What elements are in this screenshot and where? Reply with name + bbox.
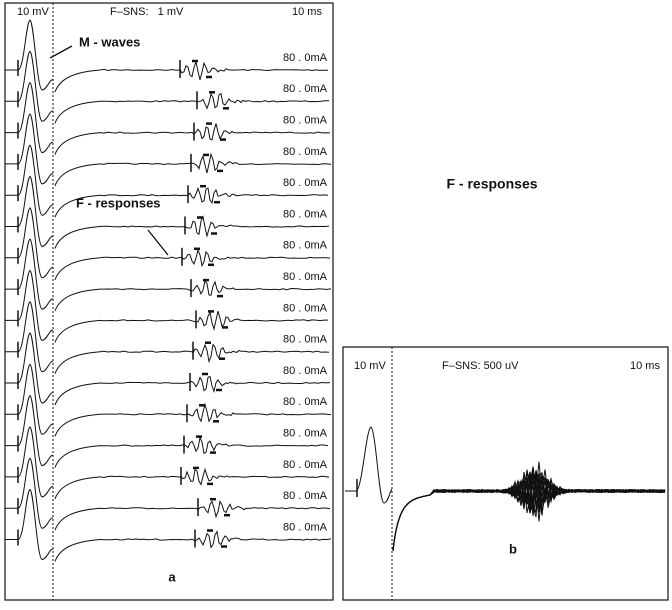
m-wave bbox=[5, 488, 54, 561]
panel-a-sweep: 10 ms bbox=[292, 6, 322, 18]
f-response-trace bbox=[54, 500, 331, 531]
panel-b-gain: 10 mV bbox=[354, 360, 386, 372]
stimulus-label: 80 . 0mA bbox=[283, 521, 328, 533]
f-response-trace bbox=[392, 461, 666, 552]
stimulus-label: 80 . 0mA bbox=[283, 208, 328, 220]
m-wave bbox=[5, 238, 54, 310]
m-wave bbox=[5, 113, 54, 185]
m-wave bbox=[5, 457, 54, 529]
m-wave bbox=[5, 82, 54, 154]
f-response-trace bbox=[54, 152, 332, 187]
m-wave bbox=[5, 269, 54, 341]
m-wave bbox=[5, 175, 54, 248]
stimulus-label: 80 . 0mA bbox=[283, 490, 328, 502]
m-wave bbox=[5, 363, 54, 435]
panel-b-frame bbox=[342, 346, 669, 601]
m-wave bbox=[5, 19, 54, 91]
panel-a-sensitivity: F–SNS: 1 mV bbox=[110, 6, 184, 18]
f-response-trace bbox=[54, 530, 332, 562]
f-response-trace bbox=[54, 435, 329, 468]
panel-a-label: a bbox=[168, 569, 176, 584]
stimulus-label: 80 . 0mA bbox=[283, 365, 328, 377]
stimulus-label: 80 . 0mA bbox=[283, 302, 328, 314]
f-response-trace bbox=[392, 472, 665, 552]
panel-a-gain: 10 mV bbox=[17, 6, 49, 18]
f-response-trace bbox=[54, 59, 328, 93]
stimulus-label: 80 . 0mA bbox=[283, 115, 328, 127]
f-response-trace bbox=[54, 186, 329, 218]
m-wave bbox=[5, 426, 54, 498]
f-response-trace bbox=[54, 343, 330, 374]
panel-b-sweep: 10 ms bbox=[630, 360, 660, 372]
f-response-trace bbox=[54, 467, 330, 500]
m-wave bbox=[5, 332, 54, 404]
f-responses-label: F - responses bbox=[76, 195, 161, 210]
stimulus-label: 80 . 0mA bbox=[283, 396, 328, 408]
f-response-trace bbox=[54, 248, 331, 280]
m-wave bbox=[5, 50, 54, 122]
stimulus-label: 80 . 0mA bbox=[283, 83, 328, 95]
panel-b-label: b bbox=[509, 541, 517, 556]
m-wave bbox=[5, 395, 54, 467]
stimulus-label: 80 . 0mA bbox=[283, 52, 328, 64]
m-waves-label: M - waves bbox=[79, 34, 140, 49]
m-waves-pointer bbox=[49, 45, 73, 59]
stimulus-label: 80 . 0mA bbox=[283, 177, 328, 189]
stimulus-label: 80 . 0mA bbox=[283, 459, 328, 471]
m-wave bbox=[5, 207, 54, 279]
panel-b-sensitivity: F–SNS: 500 uV bbox=[442, 360, 519, 372]
f-response-trace bbox=[54, 310, 328, 343]
f-response-trace bbox=[54, 123, 331, 155]
f-response-trace bbox=[54, 402, 332, 437]
f-response-trace bbox=[54, 92, 330, 124]
figure-title: F - responses bbox=[446, 176, 537, 192]
m-wave bbox=[5, 301, 54, 373]
stimulus-label: 80 . 0mA bbox=[283, 271, 328, 283]
f-response-trace bbox=[54, 215, 330, 249]
f-responses-pointer bbox=[147, 229, 169, 256]
m-wave bbox=[345, 426, 393, 504]
f-response-trace bbox=[54, 375, 331, 406]
stimulus-label: 80 . 0mA bbox=[283, 428, 328, 440]
m-wave bbox=[5, 144, 54, 216]
stimulus-label: 80 . 0mA bbox=[283, 146, 328, 158]
stimulus-label: 80 . 0mA bbox=[283, 334, 328, 346]
stimulus-label: 80 . 0mA bbox=[283, 240, 328, 252]
panel-a-frame bbox=[4, 2, 334, 601]
